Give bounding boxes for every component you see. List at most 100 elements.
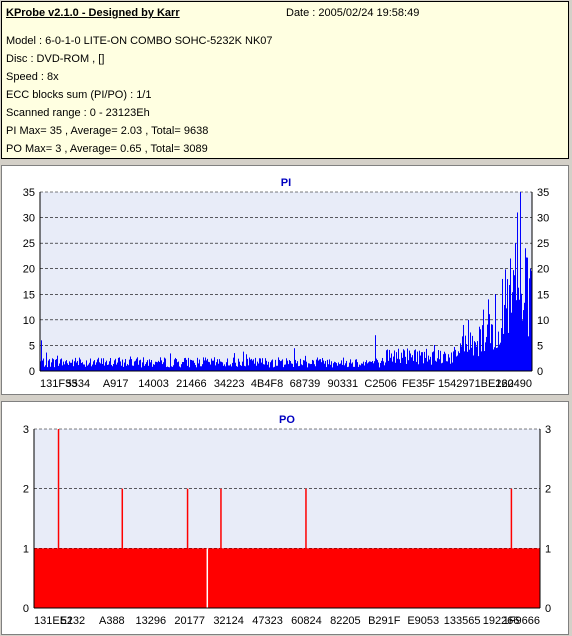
pi-bar: [299, 365, 300, 371]
po-spike: [220, 488, 222, 608]
pi-bar: [163, 362, 164, 371]
y-tick-label-left: 5: [29, 340, 35, 352]
pi-bar: [191, 360, 192, 371]
x-tick-label: 14003: [138, 378, 169, 390]
pi-bar: [311, 363, 312, 371]
pi-bar: [230, 364, 231, 371]
pi-bar: [277, 365, 278, 371]
pi-bar: [474, 341, 475, 371]
pi-bar: [253, 359, 254, 371]
pi-bar: [407, 348, 408, 371]
pi-bar: [208, 361, 209, 371]
pi-bar: [445, 353, 446, 371]
pi-bar: [456, 356, 457, 371]
pi-bar: [510, 258, 511, 371]
pi-bar: [530, 268, 531, 371]
pi-bar: [212, 360, 213, 371]
pi-bar: [187, 365, 188, 371]
pi-bar: [315, 366, 316, 371]
pi-bar: [331, 361, 332, 371]
x-tick-label: E9053: [407, 615, 439, 627]
pi-bar: [419, 350, 420, 371]
scan-date: Date : 2005/02/24 19:58:49: [286, 7, 420, 19]
pi-bar: [78, 365, 79, 371]
pi-bar: [358, 366, 359, 371]
pi-bar: [229, 365, 230, 371]
pi-bar: [150, 362, 151, 371]
pi-bar: [464, 351, 465, 371]
pi-bar: [140, 359, 141, 371]
pi-bar: [67, 363, 68, 371]
pi-bar: [435, 360, 436, 371]
y-tick-label-right: 35: [537, 187, 549, 199]
pi-bar: [347, 367, 348, 371]
pi-bar: [496, 347, 497, 371]
pi-bar: [62, 365, 63, 371]
pi-bar: [368, 362, 369, 371]
app-title: KProbe v2.1.0 - Designed by Karr: [6, 7, 180, 19]
pi-bar: [123, 366, 124, 371]
pi-bar: [320, 359, 321, 371]
pi-bar: [215, 365, 216, 371]
pi-bar: [470, 332, 471, 371]
pi-bar: [416, 361, 417, 371]
pi-bar: [420, 355, 421, 371]
pi-bar: [434, 344, 435, 371]
pi-bar: [494, 347, 495, 371]
pi-bar: [525, 248, 526, 371]
pi-bar: [106, 360, 107, 371]
pi-bar: [247, 358, 248, 371]
pi-bar: [209, 362, 210, 371]
pi-bar: [317, 357, 318, 371]
pi-bar: [113, 363, 114, 371]
pi-bar: [239, 361, 240, 371]
pi-bar: [405, 356, 406, 371]
pi-bar: [304, 360, 305, 371]
pi-bar: [452, 362, 453, 371]
pi-bar: [385, 362, 386, 371]
pi-bar: [101, 358, 102, 371]
pi-bar: [404, 350, 405, 371]
pi-bar: [284, 364, 285, 371]
pi-bar: [180, 367, 181, 371]
pi-bar: [462, 336, 463, 371]
y-tick-label-left: 0: [23, 603, 29, 615]
pi-bar: [486, 336, 487, 371]
pi-bar: [392, 361, 393, 371]
y-tick-label-right: 15: [537, 289, 549, 301]
pi-bar: [348, 366, 349, 371]
pi-bar: [282, 359, 283, 371]
pi-bar: [190, 359, 191, 371]
pi-bar: [372, 360, 373, 371]
pi-bar: [90, 358, 91, 371]
pi-bar: [518, 287, 519, 371]
pi-bar: [490, 343, 491, 371]
pi-bar: [394, 350, 395, 371]
pi-bar: [178, 361, 179, 371]
pi-bar: [155, 361, 156, 371]
pi-bar: [485, 342, 486, 371]
pi-bar: [231, 366, 232, 371]
x-tick-label: 131F33: [40, 378, 77, 390]
pi-bar: [446, 361, 447, 371]
pi-bar: [344, 365, 345, 371]
y-tick-label-left: 15: [23, 289, 35, 301]
x-tick-label: 154297: [438, 378, 475, 390]
pi-bar: [134, 361, 135, 371]
y-tick-label-right: 20: [537, 264, 549, 276]
pi-bar: [313, 360, 314, 371]
pi-bar: [102, 363, 103, 371]
pi-bar: [340, 363, 341, 371]
pi-bar: [240, 365, 241, 371]
pi-bar: [138, 364, 139, 371]
pi-bar: [63, 361, 64, 371]
pi-bar: [455, 349, 456, 371]
pi-bar: [59, 363, 60, 371]
pi-bar: [328, 364, 329, 371]
pi-bar: [371, 361, 372, 371]
x-tick-label: A917: [103, 378, 129, 390]
pi-bar: [280, 361, 281, 371]
pi-bar: [477, 341, 478, 371]
pi-bar: [166, 367, 167, 371]
pi-bar: [475, 342, 476, 371]
